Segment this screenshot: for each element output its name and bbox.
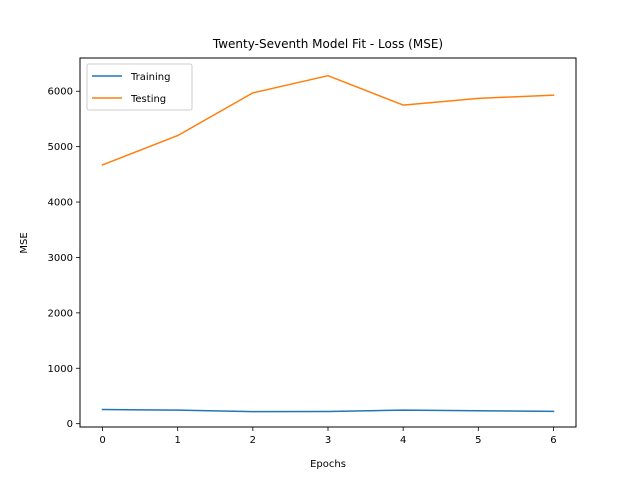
x-tick-label: 0 <box>99 435 105 446</box>
y-axis-label: MSE <box>19 232 30 253</box>
chart-title: Twenty-Seventh Model Fit - Loss (MSE) <box>212 37 443 51</box>
x-tick-label: 4 <box>400 435 406 446</box>
axes-frame <box>79 57 577 428</box>
legend-label-training: Training <box>130 72 170 83</box>
y-tick-label: 2000 <box>48 308 73 319</box>
y-tick-label: 4000 <box>48 198 73 209</box>
x-tick-label: 6 <box>550 435 556 446</box>
legend-label-testing: Testing <box>130 94 166 105</box>
y-axis: 0 1000 2000 3000 4000 5000 6000 <box>48 87 80 430</box>
series-lines <box>101 74 555 413</box>
legend: Training Testing <box>86 63 193 111</box>
x-tick-label: 3 <box>325 435 331 446</box>
series-line-training <box>101 408 555 413</box>
x-axis: 0 1 2 3 4 5 6 <box>99 427 557 446</box>
series-line-testing <box>101 74 555 166</box>
y-tick-label: 0 <box>67 419 73 430</box>
x-tick-label: 1 <box>175 435 181 446</box>
x-tick-label: 2 <box>250 435 256 446</box>
x-tick-label: 5 <box>475 435 481 446</box>
plot-area: 0 1 2 3 4 5 6 0 1000 2000 3000 4000 5000 6000 <box>48 57 577 446</box>
y-tick-label: 5000 <box>48 142 73 153</box>
y-tick-label: 6000 <box>48 87 73 98</box>
y-tick-label: 1000 <box>48 364 73 375</box>
x-axis-label: Epochs <box>310 459 346 470</box>
y-tick-label: 3000 <box>48 253 73 264</box>
